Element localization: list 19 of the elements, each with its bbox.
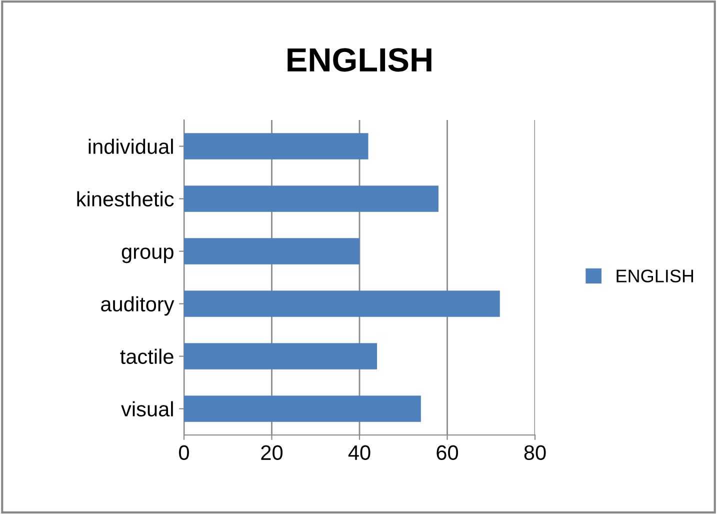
x-tick-label: 60: [436, 445, 458, 460]
bar: [184, 238, 360, 264]
y-tick-label: individual: [88, 138, 173, 154]
x-tick-label: 0: [179, 445, 189, 460]
bar: [184, 186, 438, 212]
bar: [184, 133, 368, 160]
y-tick-label: visual: [121, 401, 173, 417]
bar: [184, 290, 500, 317]
y-tick-label: kinesthetic: [77, 191, 174, 207]
bar: [184, 396, 421, 422]
chart-title: ENGLISH: [288, 48, 432, 72]
y-tick-label: tactile: [120, 348, 174, 364]
x-tick-label: 40: [348, 445, 370, 460]
x-tick-label: 20: [261, 445, 283, 460]
x-tick-label: 80: [524, 445, 546, 460]
y-tick-label: auditory: [101, 296, 174, 316]
legend-label: ENGLISH: [616, 270, 694, 282]
bar: [184, 343, 378, 370]
y-tick-label: group: [122, 248, 174, 264]
